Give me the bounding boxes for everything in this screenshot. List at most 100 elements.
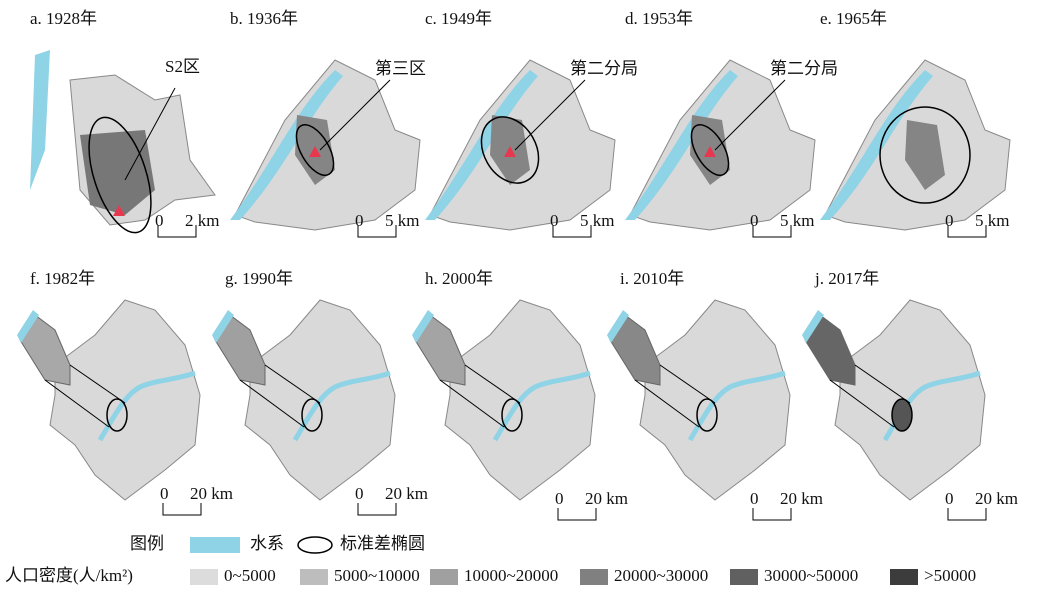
river (97, 370, 196, 442)
scale-bar (752, 225, 792, 238)
scale-end: 20 km (385, 484, 428, 503)
district (905, 120, 945, 190)
density-title: 人口密度(人/km²) (5, 566, 133, 585)
river (230, 70, 343, 220)
water-swatch (190, 537, 240, 553)
scale-start: 0 (555, 489, 564, 508)
inset-river (212, 310, 234, 343)
annotation: 第二分局 (570, 59, 638, 78)
density-class: 5000~10000 (334, 566, 420, 585)
scale-end: 5 km (780, 211, 814, 230)
scale-bar (552, 225, 592, 238)
river (292, 370, 391, 442)
center (704, 146, 716, 157)
scale-start: 0 (355, 484, 364, 503)
scale-bar (162, 503, 202, 516)
std-ellipse (501, 398, 523, 432)
leader (659, 364, 716, 404)
scale-end: 20 km (975, 489, 1018, 508)
center (113, 205, 125, 216)
scale-start: 0 (750, 211, 759, 230)
leader (264, 364, 321, 404)
legend-ellipse: 标准差椭圆 (340, 534, 425, 553)
inset-river (607, 310, 629, 343)
inset-river (17, 310, 39, 343)
density-swatch (300, 569, 328, 585)
scale-bar (557, 508, 597, 521)
panel-label: c. 1949年 (425, 9, 492, 28)
scale-end: 5 km (975, 211, 1009, 230)
panel-label: j. 2017年 (814, 269, 879, 288)
density-swatch (730, 569, 758, 585)
center (309, 146, 321, 157)
scale-start: 0 (160, 484, 169, 503)
density-swatch (890, 569, 918, 585)
inset-river (802, 310, 824, 343)
scale-start: 0 (945, 489, 954, 508)
river (625, 70, 738, 220)
scale-bar (752, 508, 792, 521)
leader (439, 379, 505, 428)
scale-bar (357, 503, 397, 516)
panel-label: a. 1928年 (30, 9, 97, 28)
leader (124, 87, 176, 181)
ellipse-swatch (297, 536, 333, 554)
scale-start: 0 (945, 211, 954, 230)
annotation: 第二分局 (770, 59, 838, 78)
center (504, 146, 516, 157)
panel-label: i. 2010年 (620, 269, 684, 288)
panel-label: g. 1990年 (225, 269, 293, 288)
scale-bar (357, 225, 397, 238)
leader (854, 364, 911, 404)
leader (319, 79, 391, 151)
scale-start: 0 (550, 211, 559, 230)
scale-start: 0 (155, 211, 164, 230)
river (492, 370, 591, 442)
density-swatch (430, 569, 458, 585)
annotation: 第三区 (375, 59, 426, 78)
density-class: 10000~20000 (464, 566, 558, 585)
scale-bar (947, 508, 987, 521)
leader (829, 379, 895, 428)
panel-label: e. 1965年 (820, 9, 887, 28)
panel-label: f. 1982年 (30, 269, 95, 288)
std-ellipse (88, 116, 152, 234)
density-class: 0~5000 (224, 566, 276, 585)
density-class: >50000 (924, 566, 976, 585)
std-ellipse (891, 398, 913, 432)
legend-water: 水系 (250, 534, 284, 553)
leader (69, 364, 126, 404)
annotation: S2区 (165, 57, 200, 76)
scale-bar (157, 225, 197, 238)
density-class: 30000~50000 (764, 566, 858, 585)
leader (239, 379, 305, 428)
density-swatch (190, 569, 218, 585)
scale-bar (947, 225, 987, 238)
scale-end: 5 km (580, 211, 614, 230)
std-ellipse (106, 398, 128, 432)
leader (44, 379, 110, 428)
scale-start: 0 (750, 489, 759, 508)
scale-end: 20 km (780, 489, 823, 508)
leader (464, 364, 521, 404)
inset-river (412, 310, 434, 343)
std-ellipse (696, 398, 718, 432)
scale-end: 2 km (185, 211, 219, 230)
std-ellipse (480, 116, 540, 184)
river (30, 50, 50, 190)
scale-start: 0 (355, 211, 364, 230)
river (687, 370, 786, 442)
river (820, 70, 933, 220)
std-ellipse (879, 106, 971, 204)
density-class: 20000~30000 (614, 566, 708, 585)
density-swatch (580, 569, 608, 585)
std-ellipse (301, 398, 323, 432)
scale-end: 20 km (190, 484, 233, 503)
leader (514, 79, 586, 151)
legend-title: 图例 (130, 534, 164, 553)
leader (714, 79, 786, 151)
scale-end: 20 km (585, 489, 628, 508)
scale-end: 5 km (385, 211, 419, 230)
panel-label: h. 2000年 (425, 269, 493, 288)
